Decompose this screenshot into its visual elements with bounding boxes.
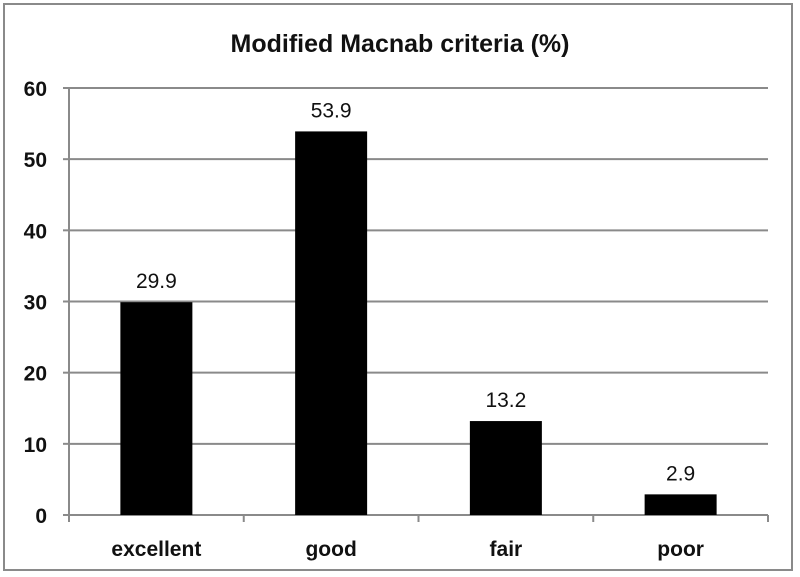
data-label: 13.2 — [485, 389, 526, 412]
y-tick-label: 20 — [24, 363, 47, 386]
bar-excellent — [120, 302, 193, 515]
category-label: excellent — [111, 538, 201, 561]
chart-title: Modified Macnab criteria (%) — [230, 30, 570, 58]
bar-fair — [469, 421, 542, 515]
data-label: 2.9 — [666, 462, 695, 485]
y-tick-label: 60 — [24, 78, 47, 101]
y-tick-label: 0 — [35, 505, 47, 528]
category-label: fair — [490, 538, 523, 561]
data-label: 53.9 — [311, 99, 352, 122]
y-tick-label: 10 — [24, 434, 47, 457]
y-tick-label: 40 — [24, 220, 47, 243]
bar-good — [295, 131, 368, 515]
category-label: poor — [657, 538, 704, 561]
data-label: 29.9 — [136, 270, 177, 293]
category-label: good — [305, 538, 356, 561]
y-tick-label: 30 — [24, 292, 47, 315]
bar-poor — [644, 494, 717, 515]
y-tick-label: 50 — [24, 149, 47, 172]
